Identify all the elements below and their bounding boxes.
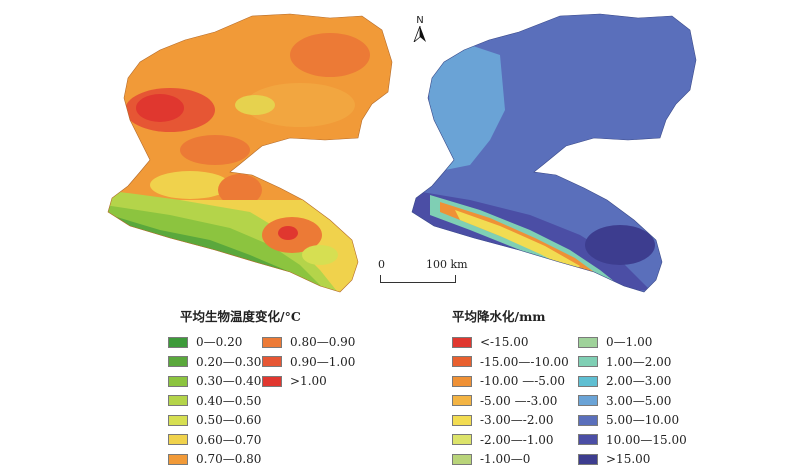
temp-legend-swatch xyxy=(168,336,188,348)
temp-legend-swatch xyxy=(168,395,188,406)
scale-bar: 0 100 km xyxy=(378,258,470,288)
precip-legend-label: -5.00 —-3.00 xyxy=(480,393,558,408)
precip-legend-item: 1.00—2.00 xyxy=(578,354,671,370)
temp-legend-label: >1.00 xyxy=(290,374,327,388)
precip-legend-item: -5.00 —-3.00 xyxy=(452,393,557,409)
precip-legend-swatch xyxy=(578,336,598,348)
temp-legend-item: 0.70—0.80 xyxy=(168,451,261,467)
temp-legend-label: 0.80—0.90 xyxy=(290,335,356,349)
temp-legend-title: 平均生物温度变化/°C xyxy=(180,309,301,324)
precip-legend-item: >15.00 xyxy=(578,451,650,467)
temp-legend-swatch xyxy=(168,414,188,426)
precip-legend-item: <-15.00 xyxy=(452,334,528,350)
precip-legend-item: -15.00—-10.00 xyxy=(452,354,569,370)
temp-legend-label: 0.70—0.80 xyxy=(196,452,262,466)
temp-legend-swatch xyxy=(168,434,188,445)
temp-legend-item: 0.90—1.00 xyxy=(262,354,355,370)
precip-legend-swatch xyxy=(578,395,598,406)
precip-legend-item: 10.00—15.00 xyxy=(578,432,687,448)
north-label: N xyxy=(416,15,424,26)
temp-legend-item: >1.00 xyxy=(262,373,327,389)
precip-legend-item: 2.00—3.00 xyxy=(578,373,671,389)
precip-legend-item: 3.00—5.00 xyxy=(578,393,671,409)
precip-legend-label: 10.00—15.00 xyxy=(606,432,687,447)
precip-legend-swatch xyxy=(578,414,598,426)
temp-legend-swatch xyxy=(168,375,188,387)
maps-panel xyxy=(107,13,697,293)
precip-legend-item: -1.00—0 xyxy=(452,451,530,467)
temp-legend-item: 0—0.20 xyxy=(168,334,242,350)
temp-legend-item: 0.20—0.30 xyxy=(168,354,261,370)
temp-legend-label: 0.30—0.40 xyxy=(196,374,262,388)
precip-legend-title: 平均降水化/mm xyxy=(452,309,546,324)
temp-legend-swatch xyxy=(262,336,282,348)
temp-legend-swatch xyxy=(262,375,282,387)
temp-legend-label: 0.90—1.00 xyxy=(290,354,356,369)
temp-legend-item: 0.80—0.90 xyxy=(262,334,355,350)
precip-legend-swatch xyxy=(578,453,598,465)
precip-legend-label: 1.00—2.00 xyxy=(606,354,672,369)
precip-legend-swatch xyxy=(578,356,598,367)
precip-legend-item: 5.00—10.00 xyxy=(578,412,679,428)
precip-legend-swatch xyxy=(452,375,472,387)
precip-legend-swatch xyxy=(452,395,472,406)
temp-legend-label: 0.60—0.70 xyxy=(196,432,262,447)
scale-max-label: 100 km xyxy=(426,258,468,271)
precip-legend-label: 0—1.00 xyxy=(606,335,653,349)
temp-legend-label: 0.20—0.30 xyxy=(196,354,262,369)
precip-legend-label: -15.00—-10.00 xyxy=(480,354,569,369)
precip-legend-swatch xyxy=(452,453,472,465)
precip-legend-label: <-15.00 xyxy=(480,335,529,349)
precip-legend-swatch xyxy=(452,356,472,367)
temp-legend-swatch xyxy=(168,453,188,465)
temp-legend-label: 0.50—0.60 xyxy=(196,413,262,427)
precip-legend-label: 3.00—5.00 xyxy=(606,393,672,408)
temp-legend-label: 0—0.20 xyxy=(196,335,243,349)
temp-legend-swatch xyxy=(168,356,188,367)
temp-legend-swatch xyxy=(262,356,282,367)
temp-legend-item: 0.60—0.70 xyxy=(168,432,261,448)
precip-legend-label: -2.00—-1.00 xyxy=(480,432,554,447)
precip-legend-swatch xyxy=(578,434,598,445)
temp-legend-item: 0.50—0.60 xyxy=(168,412,261,428)
precip-legend-item: -10.00 —-5.00 xyxy=(452,373,565,389)
precip-legend-label: >15.00 xyxy=(606,452,651,466)
north-arrow-icon xyxy=(413,25,426,44)
precipitation-map xyxy=(412,14,696,292)
temp-legend-item: 0.30—0.40 xyxy=(168,373,261,389)
precip-legend-swatch xyxy=(452,434,472,445)
precip-legend-swatch xyxy=(452,414,472,426)
precip-legend-item: -3.00—-2.00 xyxy=(452,412,554,428)
precip-legend-label: -1.00—0 xyxy=(480,452,531,466)
temp-legend-label: 0.40—0.50 xyxy=(196,393,262,408)
precip-legend-label: -3.00—-2.00 xyxy=(480,413,554,427)
temp-legend-item: 0.40—0.50 xyxy=(168,393,261,409)
north-arrow: N xyxy=(410,16,430,46)
precip-legend-label: 5.00—10.00 xyxy=(606,413,680,427)
precip-legend-swatch xyxy=(578,375,598,387)
precip-legend-item: -2.00—-1.00 xyxy=(452,432,554,448)
precip-legend-swatch xyxy=(452,336,472,348)
scale-zero-label: 0 xyxy=(378,258,385,271)
scale-line xyxy=(380,275,456,283)
precip-legend-item: 0—1.00 xyxy=(578,334,652,350)
precip-legend-label: -10.00 —-5.00 xyxy=(480,374,565,388)
precip-legend-label: 2.00—3.00 xyxy=(606,374,672,388)
